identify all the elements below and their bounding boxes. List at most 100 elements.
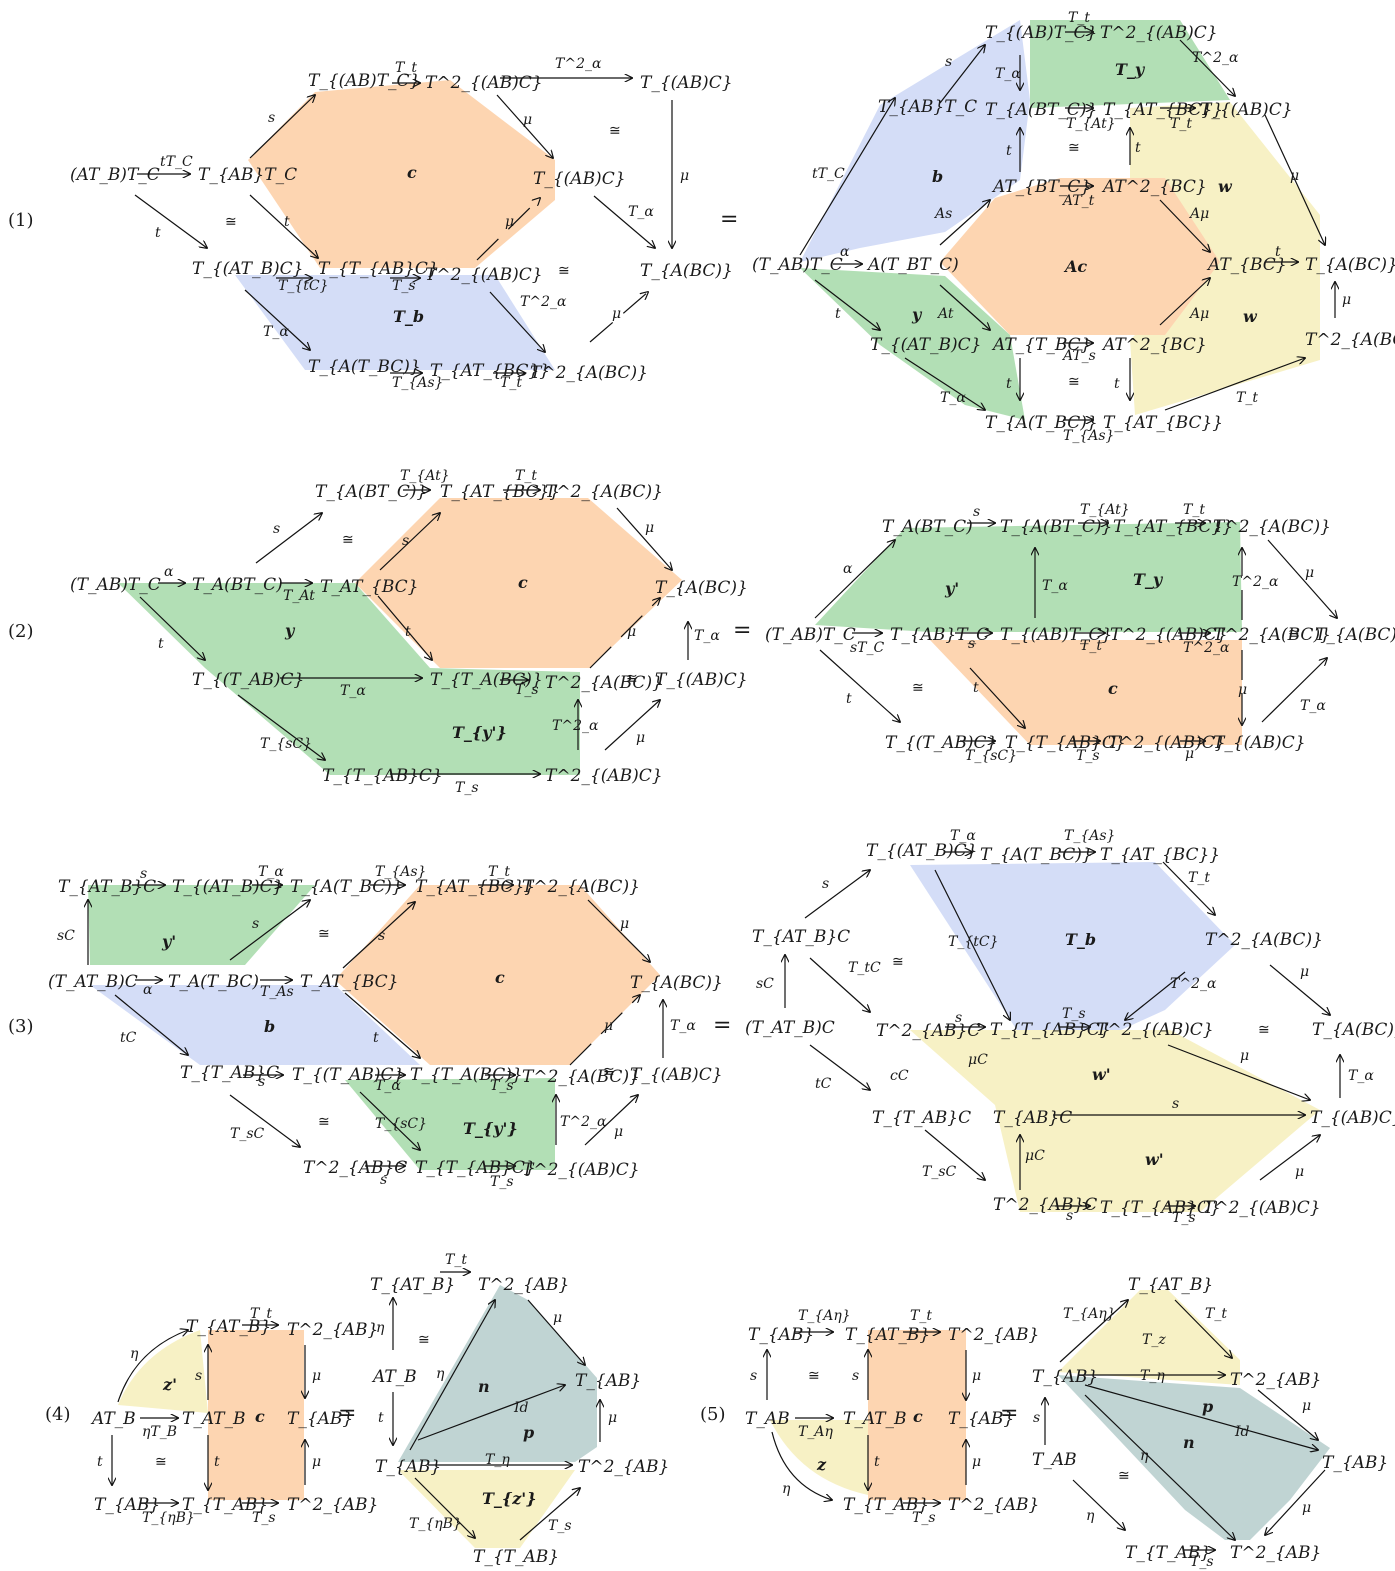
obj: T_{AB}T_C <box>198 165 297 185</box>
obj: T_{AB} <box>1322 1453 1388 1473</box>
iso-symbol: ≅ <box>1288 626 1300 642</box>
arrow-label: T_{Aη} <box>1063 1306 1116 1322</box>
obj: T_{AT_B} <box>845 1325 930 1345</box>
arrow-label: t <box>1135 140 1141 156</box>
iso-symbol: ≅ <box>318 1114 330 1130</box>
obj: T^2_{AB} <box>478 1275 569 1295</box>
cell-region-blue <box>800 20 1030 262</box>
arrow-label: η <box>436 1366 445 1382</box>
obj: AT^2_{BC} <box>1101 335 1207 355</box>
obj: T_{T_{AB}C} <box>415 1158 536 1178</box>
equals-sign: = <box>713 1013 731 1038</box>
equation-number: (4) <box>45 1404 71 1425</box>
obj: AT_B <box>371 1367 417 1387</box>
obj: T^2_{A(BC)} <box>545 673 663 693</box>
cell-label: y <box>284 621 296 640</box>
arrow-label: s <box>252 916 259 932</box>
diagram-right: T_{AT_B} T^2_{AB} AT_B T_{AB} T_{AB} T^2… <box>370 1252 669 1567</box>
obj: T_{A(BT_C)} <box>985 100 1097 120</box>
arrow-label: t <box>1006 376 1012 392</box>
iso-symbol: ≅ <box>418 1332 430 1348</box>
obj: T_{T_A(BC)} <box>410 1065 523 1085</box>
iso-symbol: ≅ <box>603 1064 615 1080</box>
arrow-label: T_{ηB} <box>409 1516 462 1532</box>
obj: T_{AT_{BC}} <box>1103 413 1223 433</box>
cell-label: w <box>1243 307 1258 326</box>
arrow-label: μ <box>1305 565 1314 581</box>
obj: AT_{BC} <box>1206 255 1287 275</box>
cell-label: T_{y'} <box>463 1119 518 1138</box>
arrow-label: T_s <box>1062 1006 1086 1022</box>
cell-label: w' <box>1145 1150 1164 1169</box>
cell-label: c <box>518 573 528 592</box>
arrow-label: T_s <box>515 682 539 698</box>
obj: T_{AB} <box>948 1409 1014 1429</box>
obj: T^2_{AB} <box>1230 1370 1321 1390</box>
arrow-label: s <box>195 1368 202 1384</box>
cell-region-blue <box>90 985 420 1065</box>
arrow-label: t <box>973 680 979 696</box>
arrow-label: T_η <box>485 1452 510 1468</box>
obj: T_A(BT_C) <box>192 575 283 595</box>
arrow-label: μ <box>1290 168 1299 184</box>
arrow-label: η <box>1140 1448 1149 1464</box>
obj: T_{(AT_B)C} <box>172 877 283 897</box>
cell-region-green <box>800 268 1025 420</box>
arrow-label: T_As <box>260 984 294 1000</box>
arrow-label: T_sC <box>230 1126 265 1142</box>
obj: T_{A(BC)} <box>1312 1020 1395 1040</box>
obj: T_A(BT_C) <box>882 517 973 537</box>
arrow-label: μ <box>636 730 645 746</box>
obj: (T_AB)T_C <box>765 625 856 645</box>
obj: T^2_{AB}C <box>993 1195 1097 1215</box>
obj: T_{A(BT_C)} <box>315 482 427 502</box>
arrow-label: μ <box>612 306 621 322</box>
arrow-label: t <box>405 624 411 640</box>
obj: T^2_{A(BC)} <box>1205 930 1323 950</box>
cell-region-orange <box>930 640 1242 745</box>
cell-label: n <box>1183 1433 1195 1452</box>
obj: T_{T_{AB}C} <box>1100 1198 1221 1218</box>
obj: (T_AB)T_C <box>70 575 161 595</box>
obj: T_{T_A(BC)} <box>430 670 543 690</box>
arrow-label: s <box>750 1368 757 1384</box>
obj: T_{(AB)C} <box>1213 733 1306 753</box>
diagram-right: (T_AB)T_C A(T_BT_C) T_{AB}T_C T_{(AB)T_C… <box>752 10 1395 444</box>
cell-label: w' <box>1092 1065 1111 1084</box>
arrow-label: s <box>268 110 275 126</box>
obj: T_{AB} <box>94 1495 160 1515</box>
cell-label: z <box>816 1455 827 1474</box>
equation-1: (1) = (AT_B)T_C T_{AB}T_C T_{(AB)T_C} <box>8 10 1395 444</box>
arrow-label: T_α <box>628 204 654 220</box>
obj: (T_AB)T_C <box>752 255 843 275</box>
arrow-label: t <box>874 1454 880 1470</box>
equation-3: (3) = <box>8 828 1395 1226</box>
obj: T_AT_{BC} <box>320 577 418 597</box>
cell-label: T_{z'} <box>482 1489 536 1508</box>
arrow-label: T_s <box>490 1174 514 1190</box>
obj: T^2_{(AB)C} <box>425 73 543 93</box>
arrow-label: T_{At} <box>1066 116 1116 132</box>
arrow-label: T_t <box>1068 10 1090 26</box>
equation-2: (2) = (T_AB)T_C T_A(BT_C) T_AT_{BC} <box>8 468 1395 796</box>
arrow-label: η <box>130 1346 139 1362</box>
arrow-label: T_Aη <box>798 1424 833 1440</box>
obj: T^2_{(AB)C} <box>1110 625 1228 645</box>
obj: T_AB <box>745 1409 790 1429</box>
diagram-right: (T_AB)T_C T_A(BT_C) T_{A(BT_C)} T_{AT_{B… <box>765 502 1395 764</box>
arrow-label: T_t <box>1205 1306 1227 1322</box>
obj: T_{T_{AB}C} <box>990 1020 1111 1040</box>
arrow-label: T_{As} <box>375 864 426 880</box>
arrow-label: T_α <box>1348 1068 1374 1084</box>
iso-symbol: ≅ <box>1068 140 1080 156</box>
cell-region-yellow <box>910 1030 1320 1212</box>
arrow-label: T_α <box>940 390 966 406</box>
arrow-label: T_z <box>1142 1332 1166 1348</box>
arrow-label: T_η <box>1140 1368 1165 1384</box>
arrow-label: T_At <box>283 588 315 604</box>
obj: T_AT_B <box>843 1409 907 1429</box>
arrow-label: T_{tC} <box>948 934 999 950</box>
arrow-label: T_{ηB} <box>142 1510 195 1526</box>
obj: T^2_{AB} <box>1230 1543 1321 1563</box>
obj: (T_AT_B)C <box>48 972 138 992</box>
